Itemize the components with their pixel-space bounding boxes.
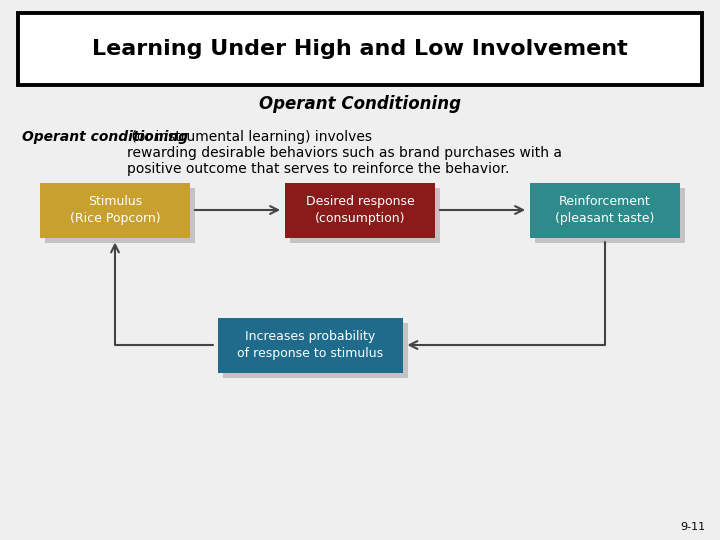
Text: Operant conditioning: Operant conditioning: [22, 130, 188, 144]
Text: 9-11: 9-11: [680, 522, 705, 532]
FancyBboxPatch shape: [217, 318, 402, 373]
Text: Stimulus
(Rice Popcorn): Stimulus (Rice Popcorn): [70, 195, 161, 225]
FancyBboxPatch shape: [222, 322, 408, 377]
FancyBboxPatch shape: [285, 183, 435, 238]
Text: Reinforcement
(pleasant taste): Reinforcement (pleasant taste): [555, 195, 654, 225]
FancyBboxPatch shape: [40, 183, 190, 238]
FancyBboxPatch shape: [530, 183, 680, 238]
FancyBboxPatch shape: [535, 187, 685, 242]
Text: Learning Under High and Low Involvement: Learning Under High and Low Involvement: [92, 39, 628, 59]
FancyBboxPatch shape: [290, 187, 440, 242]
Text: (or instrumental learning) involves
rewarding desirable behaviors such as brand : (or instrumental learning) involves rewa…: [127, 130, 562, 177]
Text: Operant Conditioning: Operant Conditioning: [259, 95, 461, 113]
FancyBboxPatch shape: [18, 13, 702, 85]
FancyBboxPatch shape: [45, 187, 195, 242]
Text: Desired response
(consumption): Desired response (consumption): [305, 195, 415, 225]
Text: Increases probability
of response to stimulus: Increases probability of response to sti…: [237, 330, 383, 360]
